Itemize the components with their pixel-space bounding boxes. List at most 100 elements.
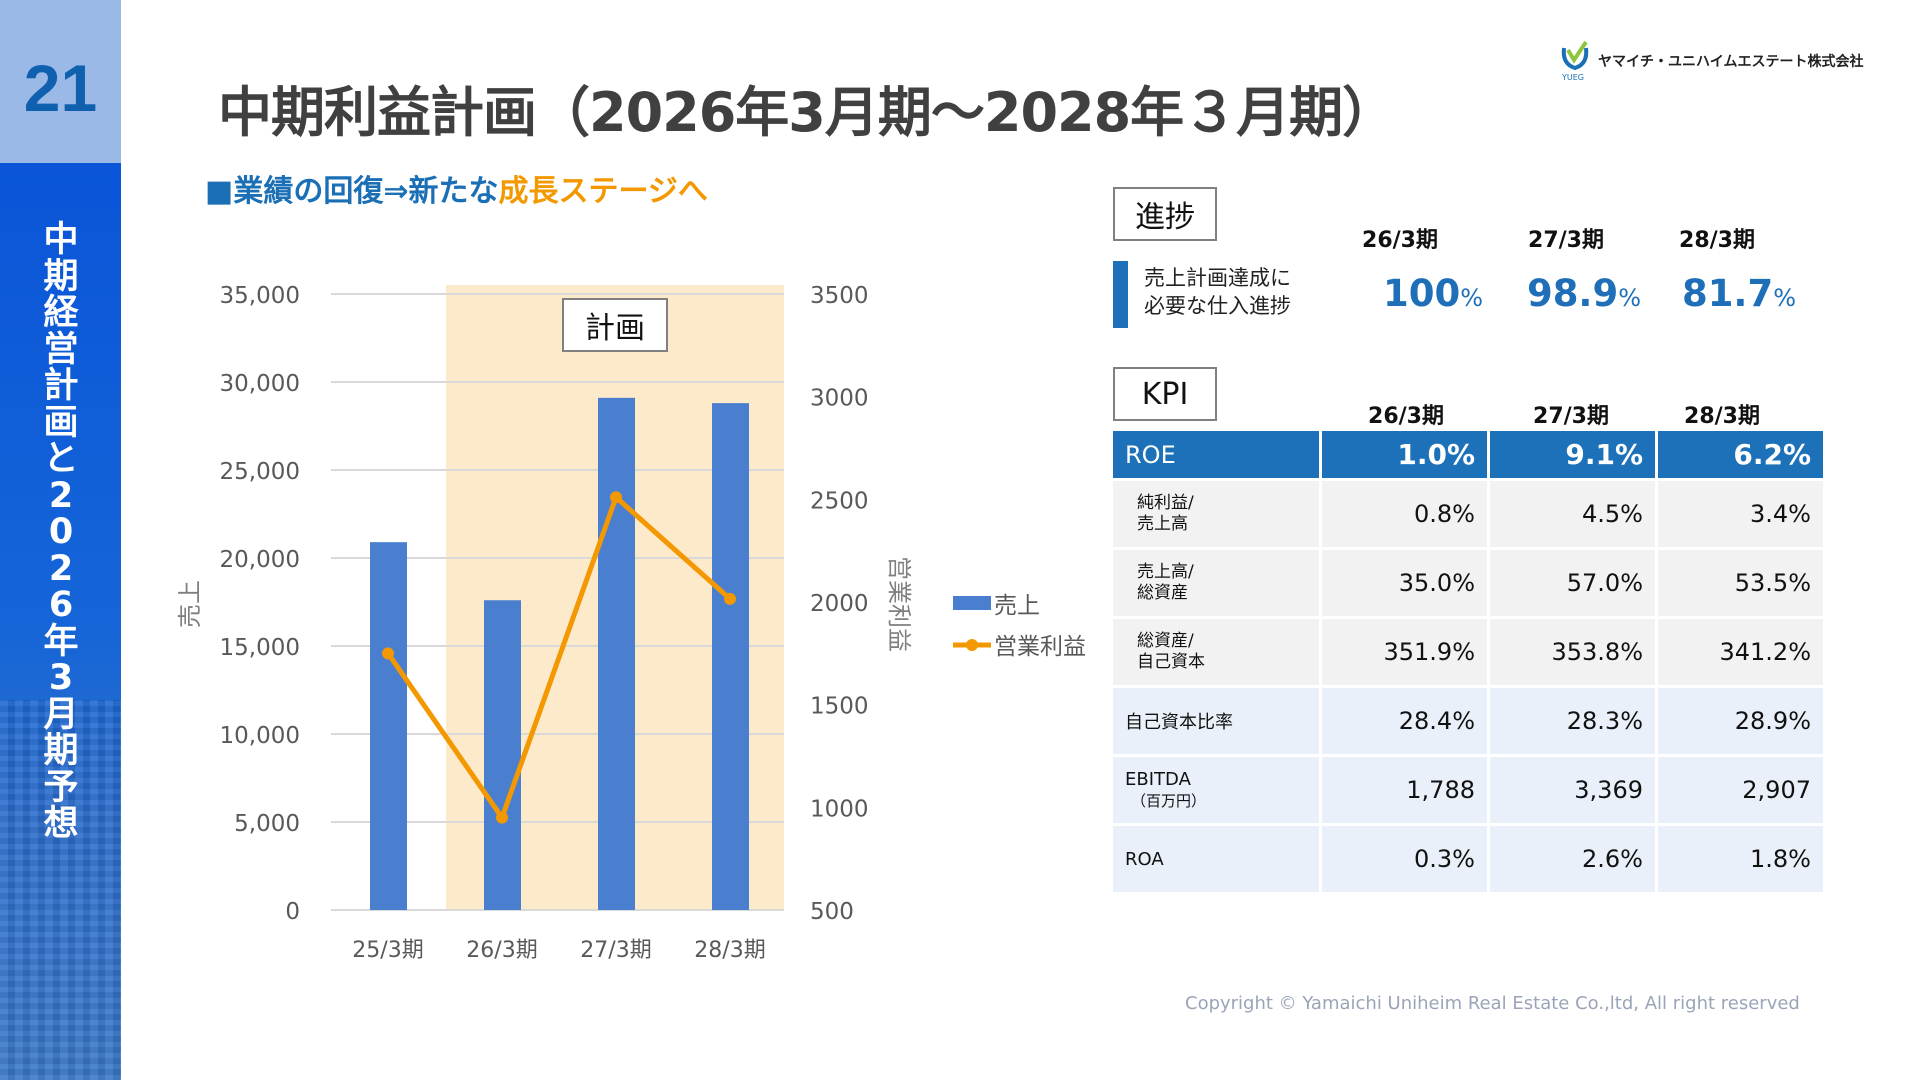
progress-value: 81.7% [1681,272,1797,315]
line-operating-profit [385,494,732,821]
kpi-period: 27/3期 [1533,404,1609,429]
legend-marker [966,639,978,651]
page-number-panel [0,0,121,163]
kpi-row: ROE 1.0% 9.1% 6.2% [1113,431,1823,478]
kpi-label-box: KPI [1113,367,1217,421]
desc-line: 必要な仕入進捗 [1144,294,1291,318]
bar-sales [598,397,635,911]
section-title: 中期経営計画と2026年3月期予想 [43,220,79,844]
kpi-cell: 3,369 [1490,757,1655,823]
kpi-row-label: EBITDA （百万円） [1113,757,1319,823]
line-point [382,647,394,660]
kpi-cell: 6.2% [1658,431,1823,478]
kpi-cell: 53.5% [1658,550,1823,616]
progress-period: 28/3期 [1679,228,1755,253]
copyright: Copyright © Yamaichi Uniheim Real Estate… [1185,993,1800,1014]
x-tick-label: 27/3期 [580,938,651,963]
progress-period: 27/3期 [1528,228,1604,253]
kpi-row-label: 売上高/総資産 [1113,550,1319,616]
y2-tick-label: 3000 [810,386,869,412]
sales-profit-chart: 0 5,000 10,000 15,000 20,000 25,000 30,000 35,0… [176,283,1086,963]
y-tick-label: 0 [285,899,300,925]
plan-annotation: 計画 [585,311,645,346]
progress-value: 100% [1382,272,1484,315]
kpi-row: 純利益/売上高 0.8% 4.5% 3.4% [1113,481,1823,547]
y2-tick-label: 1500 [810,694,869,720]
progress-description: 売上計画達成に 必要な仕入進捗 [1144,264,1291,320]
kpi-row-label: 総資産/自己資本 [1113,619,1319,685]
logo-sub: YUEG [1561,73,1584,82]
bar-sales [370,542,407,910]
kpi-cell: 353.8% [1490,619,1655,685]
kpi-cell: 1.0% [1322,431,1487,478]
y-axis-title: 売上 [176,580,204,628]
kpi-row-label: 純利益/売上高 [1113,481,1319,547]
kpi-cell: 351.9% [1322,619,1487,685]
kpi-cell: 2.6% [1490,826,1655,892]
progress-label-box: 進捗 [1113,187,1217,241]
x-tick-label: 25/3期 [352,938,423,963]
kpi-cell: 9.1% [1490,431,1655,478]
page-title: 中期利益計画（2026年3月期～2028年３月期） [218,81,1396,144]
line-point [496,811,508,824]
subtitle: ■業績の回復⇒新たな成長ステージへ [205,166,708,210]
kpi-cell: 1,788 [1322,757,1487,823]
y-tick-label: 20,000 [220,547,300,573]
y-tick-label: 30,000 [220,371,300,397]
y2-tick-label: 500 [810,899,854,925]
bar-sales [484,600,521,910]
kpi-row: 総資産/自己資本 351.9% 353.8% 341.2% [1113,619,1823,685]
line-point [610,491,622,504]
kpi-cell: 35.0% [1322,550,1487,616]
kpi-cell: 57.0% [1490,550,1655,616]
page-number: 21 [23,51,98,125]
y-tick-label: 15,000 [220,635,300,661]
legend-swatch-sales [953,596,991,610]
kpi-cell: 0.3% [1322,826,1487,892]
x-tick-label: 28/3期 [694,938,765,963]
section-panel [0,163,121,1080]
legend-label: 営業利益 [994,634,1086,660]
kpi-cell: 28.9% [1658,688,1823,754]
subtitle-highlight: 成長ステージへ [498,174,708,209]
kpi-cell: 1.8% [1658,826,1823,892]
bar-sales [712,403,749,910]
y2-tick-label: 2500 [810,488,869,514]
y-tick-label: 10,000 [220,723,300,749]
y2-axis-title: 営業利益 [885,556,913,652]
legend-label: 売上 [994,593,1040,619]
plan-annotation-box [562,298,668,352]
kpi-row: ROA 0.3% 2.6% 1.8% [1113,826,1823,892]
y2-tick-label: 3500 [810,283,869,309]
city-image [0,700,121,1080]
line-point [724,592,736,605]
logo-text: ヤマイチ・ユニハイムエステート株式会社 [1598,54,1864,70]
kpi-row-label: 自己資本比率 [1113,688,1319,754]
kpi-cell: 3.4% [1658,481,1823,547]
kpi-table: ROE 1.0% 9.1% 6.2% 純利益/売上高 0.8% 4.5% 3.4% 売上高/総資… [1110,428,1826,895]
kpi-row-label: ROE [1113,431,1319,478]
kpi-row-label: ROA [1113,826,1319,892]
y-tick-label: 25,000 [220,459,300,485]
kpi-cell: 341.2% [1658,619,1823,685]
progress-period: 26/3期 [1362,228,1438,253]
kpi-period: 28/3期 [1684,404,1760,429]
kpi-row: EBITDA （百万円） 1,788 3,369 2,907 [1113,757,1823,823]
subtitle-prefix: ■業績の回復⇒新たな [205,174,499,209]
kpi-cell: 2,907 [1658,757,1823,823]
y2-tick-label: 1000 [810,796,869,822]
company-logo: YUEG ヤマイチ・ユニハイムエステート株式会社 [1558,40,1863,82]
y2-tick-label: 2000 [810,591,869,617]
kpi-cell: 0.8% [1322,481,1487,547]
progress-marker [1113,261,1128,328]
kpi-cell: 28.4% [1322,688,1487,754]
logo-icon: YUEG [1561,40,1589,82]
kpi-cell: 4.5% [1490,481,1655,547]
progress-value: 98.9% [1526,272,1642,315]
y-tick-label: 35,000 [220,283,300,309]
y-tick-label: 5,000 [234,811,300,837]
kpi-cell: 28.3% [1490,688,1655,754]
x-tick-label: 26/3期 [466,938,537,963]
kpi-period: 26/3期 [1368,404,1444,429]
kpi-row: 売上高/総資産 35.0% 57.0% 53.5% [1113,550,1823,616]
